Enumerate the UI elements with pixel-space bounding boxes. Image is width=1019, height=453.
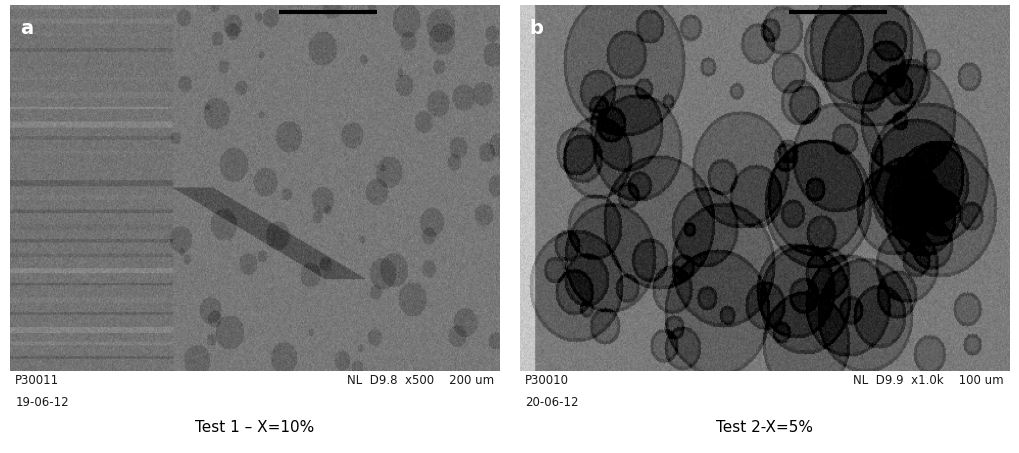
- Text: P30010: P30010: [525, 374, 569, 387]
- Text: P30011: P30011: [15, 374, 59, 387]
- Text: 20-06-12: 20-06-12: [525, 396, 579, 410]
- Text: Test 1 – X=10%: Test 1 – X=10%: [195, 420, 315, 435]
- Text: NL  D9.8  x500    200 um: NL D9.8 x500 200 um: [347, 374, 494, 387]
- Text: 19-06-12: 19-06-12: [15, 396, 69, 410]
- Text: Test 2-X=5%: Test 2-X=5%: [715, 420, 813, 435]
- Text: NL  D9.9  x1.0k    100 um: NL D9.9 x1.0k 100 um: [853, 374, 1004, 387]
- Text: b: b: [530, 19, 543, 38]
- Text: a: a: [20, 19, 33, 38]
